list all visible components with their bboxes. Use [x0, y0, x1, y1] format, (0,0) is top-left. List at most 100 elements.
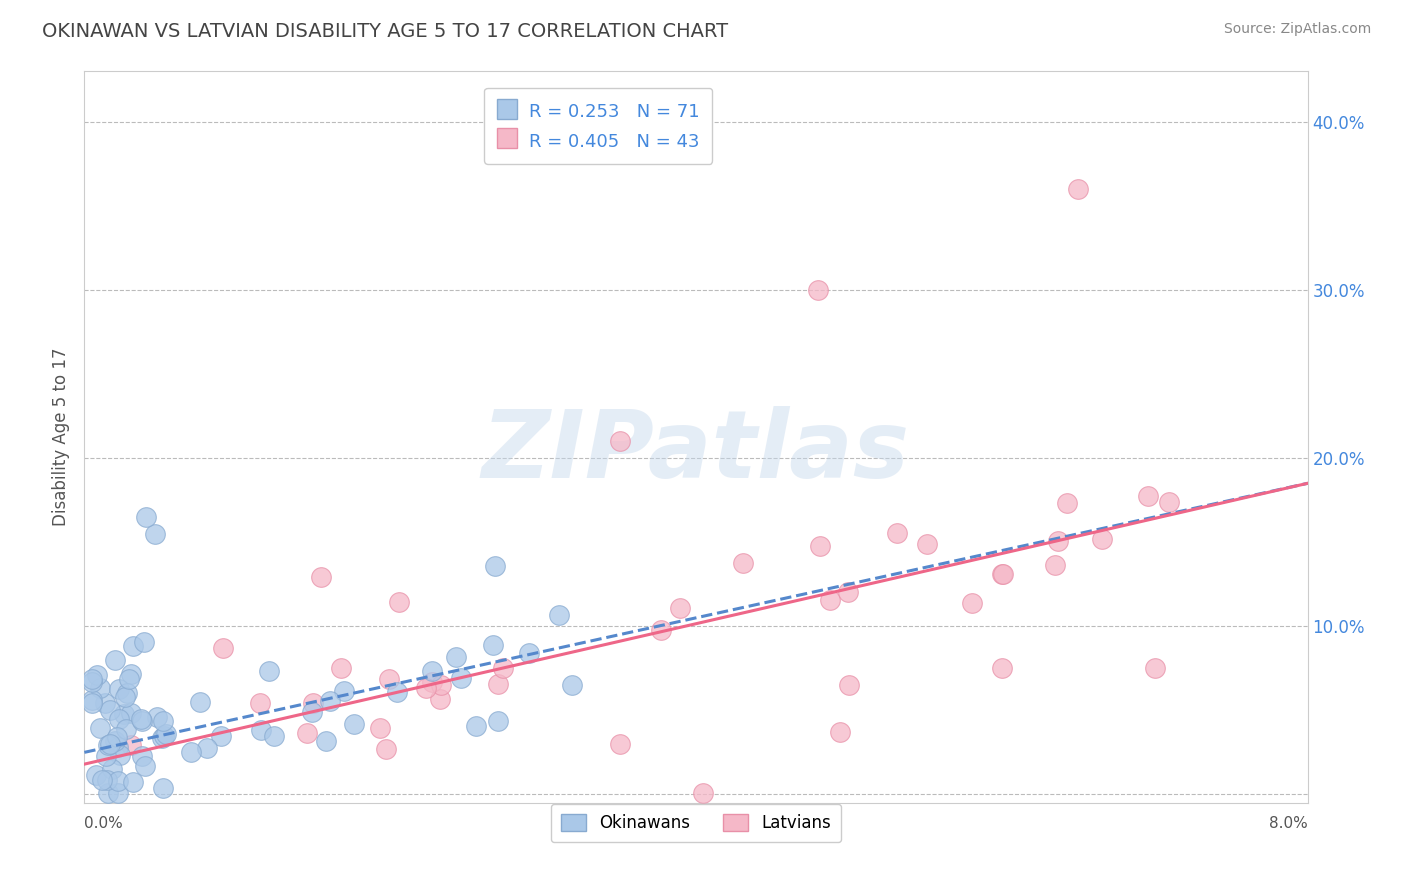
Point — [104, 733, 127, 747]
Point — [101, 762, 124, 776]
Point — [385, 685, 408, 699]
Point — [212, 641, 235, 656]
Point — [257, 664, 280, 678]
Point — [1043, 558, 1066, 572]
Point — [131, 714, 153, 728]
Point — [993, 567, 1015, 582]
Point — [302, 696, 325, 710]
Point — [82, 673, 104, 687]
Point — [301, 705, 323, 719]
Point — [188, 695, 211, 709]
Text: Source: ZipAtlas.com: Source: ZipAtlas.com — [1223, 22, 1371, 37]
Point — [115, 686, 138, 700]
Point — [837, 584, 859, 599]
Point — [319, 694, 342, 708]
Point — [209, 730, 232, 744]
Point — [329, 661, 352, 675]
Point — [97, 786, 120, 800]
Point — [107, 786, 129, 800]
Y-axis label: Disability Age 5 to 17: Disability Age 5 to 17 — [52, 348, 70, 526]
Point — [80, 675, 103, 690]
Point — [146, 710, 169, 724]
Point — [115, 722, 138, 736]
Point — [180, 745, 202, 759]
Point — [197, 740, 219, 755]
Point — [669, 601, 692, 615]
Point — [80, 693, 103, 707]
Text: 0.0%: 0.0% — [84, 816, 124, 831]
Point — [98, 738, 121, 752]
Point — [492, 661, 515, 675]
Point — [263, 730, 285, 744]
Point — [332, 683, 354, 698]
Point — [1056, 496, 1078, 510]
Point — [120, 667, 142, 681]
Point — [131, 748, 153, 763]
Point — [1091, 532, 1114, 546]
Point — [143, 526, 166, 541]
Point — [886, 526, 908, 541]
Point — [450, 671, 472, 685]
Point — [650, 623, 672, 637]
Point — [370, 722, 392, 736]
Point — [375, 741, 398, 756]
Point — [444, 650, 467, 665]
Point — [517, 646, 540, 660]
Point — [107, 774, 129, 789]
Point — [488, 677, 510, 691]
Point — [108, 747, 131, 762]
Point — [129, 712, 152, 726]
Point — [107, 739, 129, 754]
Point — [152, 781, 174, 796]
Point — [609, 737, 631, 751]
Point — [108, 682, 131, 697]
Point — [482, 638, 505, 652]
Point — [807, 283, 830, 297]
Text: 8.0%: 8.0% — [1268, 816, 1308, 831]
Point — [484, 559, 506, 574]
Point — [86, 668, 108, 682]
Point — [94, 697, 117, 711]
Point — [120, 738, 142, 752]
Point — [91, 772, 114, 787]
Point — [135, 510, 157, 524]
Point — [153, 729, 176, 743]
Point — [960, 596, 983, 610]
Point — [915, 537, 938, 551]
Point — [250, 723, 273, 737]
Point — [486, 714, 509, 729]
Point — [155, 727, 177, 741]
Point — [120, 706, 142, 721]
Point — [249, 697, 271, 711]
Point — [121, 775, 143, 789]
Point — [422, 664, 444, 678]
Point — [297, 726, 319, 740]
Point — [808, 539, 831, 553]
Point — [429, 678, 451, 692]
Point — [150, 731, 173, 746]
Point — [429, 692, 451, 706]
Point — [134, 634, 156, 648]
Point — [692, 786, 714, 800]
Point — [80, 696, 103, 710]
Point — [1067, 182, 1090, 196]
Point — [1143, 661, 1166, 675]
Point — [118, 672, 141, 686]
Point — [309, 570, 332, 584]
Point — [609, 434, 631, 449]
Point — [561, 678, 583, 692]
Point — [420, 674, 443, 689]
Point — [122, 639, 145, 653]
Point — [731, 557, 754, 571]
Legend: Okinawans, Latvians: Okinawans, Latvians — [551, 804, 841, 842]
Point — [89, 681, 111, 695]
Point — [830, 724, 852, 739]
Point — [114, 690, 136, 704]
Point — [1157, 495, 1180, 509]
Point — [114, 707, 136, 722]
Point — [105, 730, 128, 744]
Point — [315, 734, 337, 748]
Point — [342, 716, 364, 731]
Point — [377, 672, 399, 686]
Point — [1047, 534, 1070, 549]
